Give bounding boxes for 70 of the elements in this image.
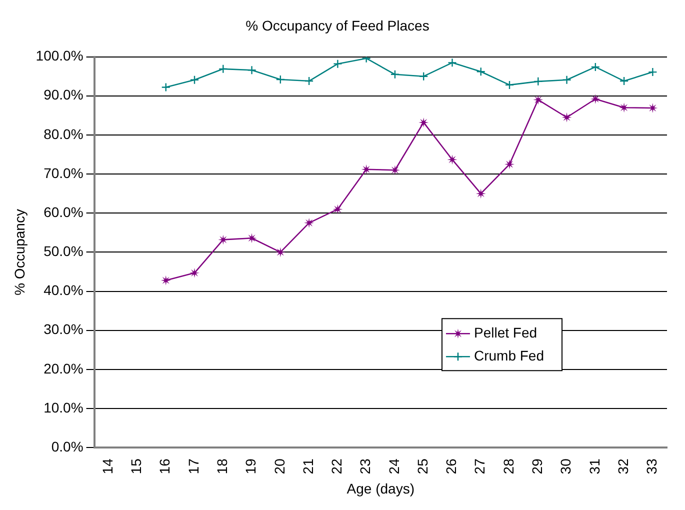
point xyxy=(533,94,544,105)
y-tick-label: 70.0% xyxy=(44,164,84,181)
chart-title: % Occupancy of Feed Places xyxy=(246,17,430,34)
x-tick-label: 29 xyxy=(529,458,545,474)
x-tick-label: 24 xyxy=(386,458,402,474)
x-tick-label: 33 xyxy=(644,458,660,474)
point xyxy=(590,94,600,104)
point xyxy=(161,82,170,92)
point xyxy=(504,159,515,170)
point xyxy=(190,268,200,278)
point xyxy=(448,58,457,68)
point xyxy=(390,70,400,79)
point xyxy=(562,75,572,84)
point xyxy=(447,154,458,165)
y-tick-label: 50.0% xyxy=(44,243,84,260)
point xyxy=(418,72,428,81)
x-tick-label: 22 xyxy=(328,458,345,474)
y-tick-label: 40.0% xyxy=(44,282,84,298)
x-axis-title: Age (days) xyxy=(346,480,414,496)
point xyxy=(534,76,543,86)
x-tick-label: 16 xyxy=(156,458,173,474)
x-tick-label: 30 xyxy=(558,458,574,474)
point xyxy=(218,64,228,74)
point xyxy=(218,234,228,245)
y-tick-label: 0.0% xyxy=(51,438,84,454)
point xyxy=(246,233,257,244)
point xyxy=(190,75,200,84)
y-tick-label: 90.0% xyxy=(44,86,84,103)
x-tick-label: 23 xyxy=(357,458,374,474)
x-tick-label: 25 xyxy=(414,458,430,474)
x-tick-label: 18 xyxy=(214,458,230,474)
y-tick-label: 30.0% xyxy=(44,321,84,338)
point xyxy=(590,62,600,72)
y-axis-title: % Occupancy xyxy=(11,209,28,296)
point xyxy=(504,80,514,90)
x-tick-label: 20 xyxy=(271,458,288,474)
point xyxy=(562,112,572,122)
point xyxy=(418,117,429,128)
point xyxy=(304,218,314,228)
point xyxy=(476,188,486,199)
point xyxy=(619,76,629,86)
y-tick-label: 80.0% xyxy=(44,126,84,142)
point xyxy=(247,65,256,75)
x-tick-label: 19 xyxy=(242,458,259,474)
x-tick-label: 28 xyxy=(500,458,516,474)
point xyxy=(304,76,314,86)
point xyxy=(160,275,171,286)
x-tick-label: 32 xyxy=(614,458,631,474)
legend-label: Pellet Fed xyxy=(474,324,538,341)
point xyxy=(648,103,658,113)
legend-label: Crumb Fed xyxy=(474,348,544,364)
x-tick-label: 31 xyxy=(586,458,602,474)
point xyxy=(333,59,342,68)
x-tick-label: 14 xyxy=(99,458,116,474)
point xyxy=(476,67,486,76)
point xyxy=(361,164,372,174)
y-tick-label: 20.0% xyxy=(44,360,84,376)
x-tick-label: 26 xyxy=(443,458,460,474)
point xyxy=(332,204,343,214)
y-tick-label: 60.0% xyxy=(44,204,84,220)
x-tick-label: 21 xyxy=(300,458,316,474)
x-tick-label: 15 xyxy=(128,458,144,474)
point xyxy=(619,102,630,113)
y-tick-label: 100.0% xyxy=(36,48,84,64)
x-tick-label: 27 xyxy=(472,458,488,474)
point xyxy=(275,247,286,258)
point xyxy=(276,74,286,84)
point xyxy=(648,67,658,77)
x-tick-label: 17 xyxy=(185,458,202,474)
y-tick-label: 10.0% xyxy=(44,399,84,416)
